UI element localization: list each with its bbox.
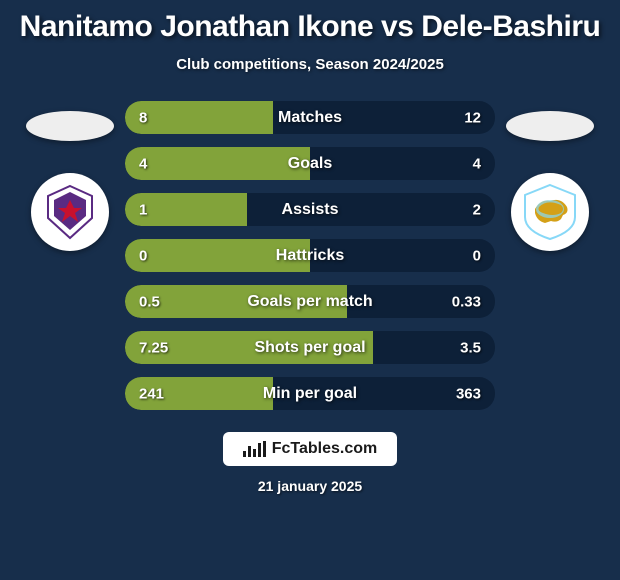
lazio-crest-icon xyxy=(517,179,583,245)
stat-value-right: 4 xyxy=(473,155,481,172)
stat-value-right: 2 xyxy=(473,201,481,218)
stat-value-left: 0 xyxy=(139,247,147,264)
stat-bar: 0.5 Goals per match 0.33 xyxy=(125,285,495,318)
content-row: 8 Matches 12 4 Goals 4 1 Assists 2 0 Hattricks 0 0.5… xyxy=(0,101,620,410)
stat-bar: 241 Min per goal 363 xyxy=(125,377,495,410)
stat-value-left: 4 xyxy=(139,155,147,172)
stat-fill-left xyxy=(125,147,310,180)
club-badge-right xyxy=(511,173,589,251)
stat-bar: 8 Matches 12 xyxy=(125,101,495,134)
stat-value-left: 8 xyxy=(139,109,147,126)
stat-value-right: 12 xyxy=(464,109,481,126)
stat-value-left: 241 xyxy=(139,385,164,402)
comparison-infographic: Nanitamo Jonathan Ikone vs Dele-Bashiru … xyxy=(0,0,620,580)
stat-label: Shots per goal xyxy=(254,339,365,357)
stat-value-left: 0.5 xyxy=(139,293,160,310)
stat-bar: 0 Hattricks 0 xyxy=(125,239,495,272)
page-title: Nanitamo Jonathan Ikone vs Dele-Bashiru xyxy=(0,10,620,44)
stat-label: Assists xyxy=(282,201,339,219)
player-left-column xyxy=(15,101,125,251)
stat-label: Matches xyxy=(278,109,342,127)
fiorentina-crest-icon xyxy=(40,182,100,242)
stat-value-left: 7.25 xyxy=(139,339,168,356)
footer: FcTables.com 21 january 2025 xyxy=(0,432,620,494)
stat-bar: 7.25 Shots per goal 3.5 xyxy=(125,331,495,364)
stat-label: Min per goal xyxy=(263,385,357,403)
flag-left xyxy=(26,111,114,141)
brand-badge: FcTables.com xyxy=(223,432,398,466)
player-right-column xyxy=(495,101,605,251)
stat-value-right: 3.5 xyxy=(460,339,481,356)
stat-label: Goals per match xyxy=(247,293,372,311)
stat-label: Goals xyxy=(288,155,332,173)
stat-value-left: 1 xyxy=(139,201,147,218)
brand-text: FcTables.com xyxy=(272,440,378,458)
club-badge-left xyxy=(31,173,109,251)
stat-value-right: 0.33 xyxy=(452,293,481,310)
stat-bar: 4 Goals 4 xyxy=(125,147,495,180)
subtitle: Club competitions, Season 2024/2025 xyxy=(0,56,620,73)
stat-label: Hattricks xyxy=(276,247,344,265)
bar-chart-icon xyxy=(243,441,266,457)
stat-value-right: 363 xyxy=(456,385,481,402)
flag-right xyxy=(506,111,594,141)
stat-value-right: 0 xyxy=(473,247,481,264)
date-text: 21 january 2025 xyxy=(258,478,362,494)
stats-column: 8 Matches 12 4 Goals 4 1 Assists 2 0 Hattricks 0 0.5… xyxy=(125,101,495,410)
stat-bar: 1 Assists 2 xyxy=(125,193,495,226)
